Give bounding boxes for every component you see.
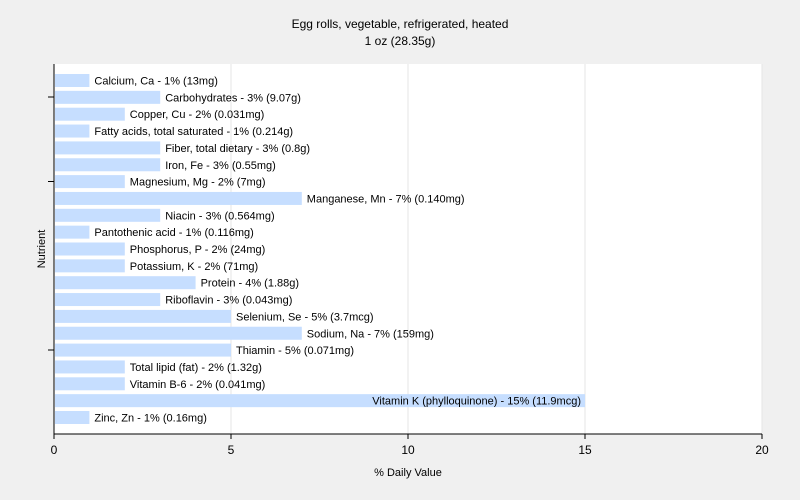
bar-label: Protein - 4% (1.88g) [201, 278, 299, 290]
bar [55, 326, 302, 340]
bar [55, 191, 302, 205]
bar-label: Calcium, Ca - 1% (13mg) [94, 76, 217, 88]
bar [55, 225, 90, 239]
bar [55, 259, 125, 273]
bar [55, 107, 125, 121]
bar-label: Fatty acids, total saturated - 1% (0.214… [94, 126, 293, 138]
bar [55, 242, 125, 256]
bar-label: Niacin - 3% (0.564mg) [165, 210, 274, 222]
y-axis-title: Nutrient [36, 230, 48, 269]
bar [55, 74, 90, 87]
bar-label: Magnesium, Mg - 2% (7mg) [130, 177, 266, 189]
bar-label: Potassium, K - 2% (71mg) [130, 261, 258, 273]
x-tick-label: 5 [228, 443, 235, 457]
bar-label: Sodium, Na - 7% (159mg) [307, 328, 434, 340]
x-axis-title: % Daily Value [374, 467, 442, 479]
bar-label: Thiamin - 5% (0.071mg) [236, 345, 354, 357]
x-tick-label: 10 [401, 443, 415, 457]
bar [55, 360, 125, 374]
x-tick-label: 15 [578, 443, 592, 457]
bar [55, 276, 196, 290]
grid-lines [230, 64, 763, 434]
bar-label: Manganese, Mn - 7% (0.140mg) [307, 193, 465, 205]
x-tick-label: 20 [755, 443, 769, 457]
bar-label: Vitamin K (phylloquinone) - 15% (11.9mcg… [372, 396, 581, 408]
bar-label: Total lipid (fat) - 2% (1.32g) [130, 362, 262, 374]
bar [55, 158, 161, 172]
bar-label: Fiber, total dietary - 3% (0.8g) [165, 143, 310, 155]
bars-group: Calcium, Ca - 1% (13mg) Carbohydrates - 3… [55, 74, 585, 425]
bar-label: Pantothenic acid - 1% (0.116mg) [94, 227, 253, 239]
bar [55, 394, 585, 408]
bar [55, 293, 161, 307]
x-tick-label: 0 [51, 443, 58, 457]
bar [55, 175, 125, 189]
bar-label: Vitamin B-6 - 2% (0.041mg) [130, 379, 266, 391]
chart-title: Egg rolls, vegetable, refrigerated, heat… [292, 17, 509, 31]
bar [55, 309, 231, 323]
bar [55, 377, 125, 391]
bar-label: Copper, Cu - 2% (0.031mg) [130, 109, 265, 121]
bar-label: Selenium, Se - 5% (3.7mcg) [236, 311, 374, 323]
bar-label: Riboflavin - 3% (0.043mg) [165, 295, 292, 307]
bar [55, 208, 161, 222]
bar [55, 141, 161, 155]
bar-label: Carbohydrates - 3% (9.07g) [165, 92, 301, 104]
bar [55, 343, 231, 357]
bar [55, 124, 90, 138]
x-ticks-group: 0 5 10 15 20 [51, 434, 769, 457]
bar-label: Iron, Fe - 3% (0.55mg) [165, 160, 276, 172]
bar-label: Phosphorus, P - 2% (24mg) [130, 244, 266, 256]
bar [55, 411, 90, 424]
chart-subtitle: 1 oz (28.35g) [365, 34, 436, 48]
bar-label: Zinc, Zn - 1% (0.16mg) [94, 413, 206, 425]
bar [55, 90, 161, 104]
